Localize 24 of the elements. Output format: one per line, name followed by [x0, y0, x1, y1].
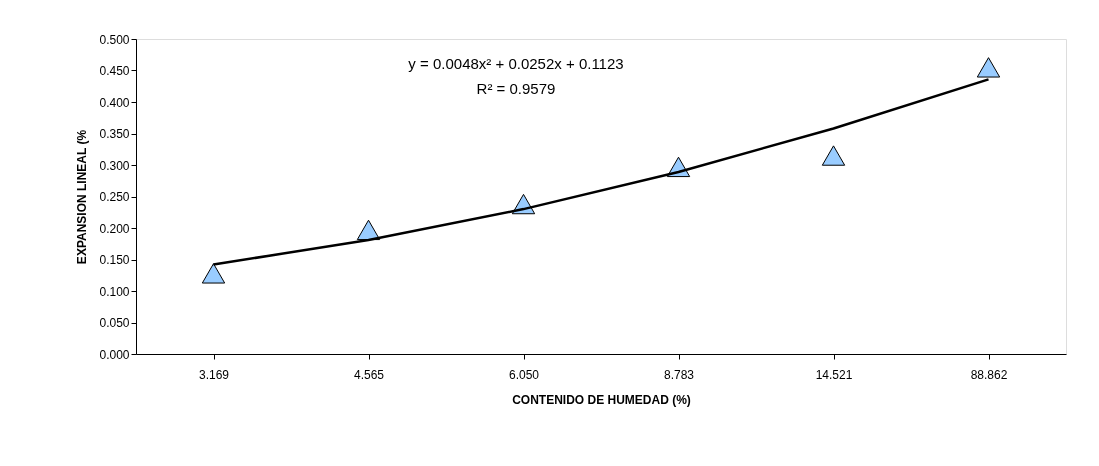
- y-axis-title: EXPANSION LINEAL (%: [75, 129, 90, 265]
- y-tick-label: 0.250: [99, 190, 130, 204]
- annotation: y = 0.0048x² + 0.0252x + 0.1123: [408, 55, 624, 72]
- point: [201, 263, 226, 284]
- x-tick-label: 14.521: [815, 367, 853, 382]
- annotation: R² = 0.9579: [476, 80, 556, 97]
- y-tick-label: 0.450: [99, 64, 130, 78]
- y-tick-label: 0.150: [99, 253, 130, 267]
- point: [976, 57, 1001, 78]
- y-tick-label: 0.500: [99, 32, 130, 47]
- y-tick-label: 0.050: [99, 316, 130, 330]
- y-tick-label: 0.200: [99, 221, 130, 236]
- x-axis-title: CONTENIDO DE HUMEDAD (%): [512, 392, 691, 407]
- x-tick-label: 88.862: [970, 367, 1008, 382]
- y-tick-label: 0.000: [99, 347, 130, 362]
- x-tick-label: 8.783: [663, 367, 695, 382]
- y-tick-label: 0.400: [99, 95, 130, 110]
- y-tick-label: 0.300: [99, 158, 130, 173]
- x-tick-label: 3.169: [198, 367, 230, 382]
- y-tick-label: 0.350: [99, 127, 130, 141]
- x-tick-label: 4.565: [353, 367, 385, 382]
- x-tick-label: 6.050: [508, 367, 540, 382]
- point: [821, 145, 846, 166]
- y-tick-label: 0.100: [99, 284, 130, 299]
